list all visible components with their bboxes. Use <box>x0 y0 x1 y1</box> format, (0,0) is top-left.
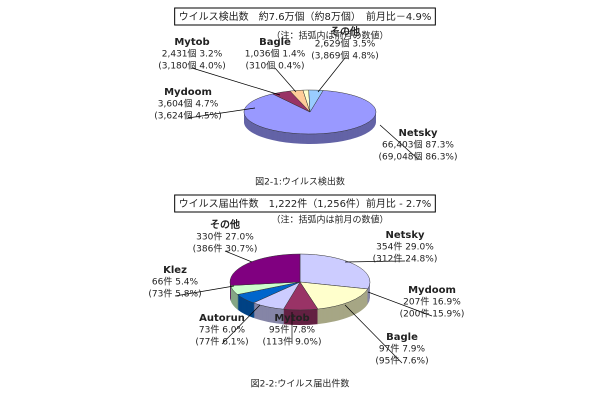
leader-line <box>187 107 256 119</box>
leader-line <box>174 285 235 297</box>
slice-previous: (3,624個 4.5%) <box>154 110 222 122</box>
slice-name: Bagle <box>259 37 291 48</box>
slice-previous: (73件 5.8%) <box>148 288 201 300</box>
leader-line <box>224 250 253 263</box>
slice-previous: (310個 0.4%) <box>246 60 305 72</box>
pie-slice <box>299 281 369 310</box>
slice-name: Mydoom <box>408 285 456 296</box>
pie-slice <box>229 253 301 286</box>
slice-value: 66件 5.4% <box>152 276 199 288</box>
slice-previous: (3,869個 4.8%) <box>311 50 379 62</box>
slice-value: 73件 6.0% <box>199 324 246 336</box>
slice-value: 2,431個 3.2% <box>162 48 223 60</box>
slice-value: 2,629個 3.5% <box>315 38 376 50</box>
slice-previous: (77件 6.1%) <box>195 336 248 348</box>
leader-line <box>191 67 281 96</box>
slice-previous: (386件 30.7%) <box>193 243 258 255</box>
slice-name: Klez <box>163 265 187 276</box>
pie-slice <box>299 253 371 290</box>
slice-name: Mytob <box>274 313 309 324</box>
slice-value: 66,403個 87.3% <box>382 139 454 151</box>
title-box <box>174 194 436 213</box>
slice-name: Netsky <box>398 128 438 139</box>
slice-previous: (95件 7.6%) <box>375 355 428 367</box>
note: （注：括弧内は前月の数値） <box>271 214 388 226</box>
leader-line <box>367 291 433 317</box>
leader-line <box>221 304 261 345</box>
slice-previous: (69,048個 86.3%) <box>379 151 458 163</box>
leader-line <box>274 67 297 93</box>
slice-previous: (3,180個 4.0%) <box>158 60 226 72</box>
slice-name: Autorun <box>199 313 245 324</box>
slice-value: 207件 16.9% <box>403 296 461 308</box>
leader-line <box>379 124 419 160</box>
title-box <box>174 7 436 26</box>
caption: 図2-2:ウイルス届出件数 <box>251 378 350 390</box>
slice-name: Bagle <box>386 332 418 343</box>
caption: 図2-1:ウイルス検出数 <box>255 176 345 188</box>
slice-name: Mydoom <box>164 87 212 98</box>
leader-line <box>344 260 406 263</box>
pie-slice <box>308 89 324 113</box>
slice-name: その他 <box>210 218 240 231</box>
slice-value: 330件 27.0% <box>196 231 254 243</box>
slice-name: その他 <box>330 25 360 38</box>
slice-name: Mytob <box>174 37 209 48</box>
leader-line <box>344 304 403 364</box>
slice-previous: (200件 15.9%) <box>400 308 465 320</box>
note: （注：括弧内は前月の数値） <box>271 30 388 42</box>
slice-previous: (312件 24.8%) <box>373 253 438 265</box>
slice-previous: (113件 9.0%) <box>263 336 322 348</box>
slice-name: Netsky <box>385 230 425 241</box>
slice-value: 95件 7.8% <box>269 324 316 336</box>
slice-value: 97件 7.9% <box>379 343 426 355</box>
leader-line <box>317 57 346 93</box>
slice-value: 354件 29.0% <box>376 241 434 253</box>
slice-value: 3,604個 4.7% <box>158 98 219 110</box>
chart-title: ウイルス検出数 約7.6万個（約8万個） 前月比－4.9% <box>179 10 432 23</box>
chart-title: ウイルス届出件数 1,222件（1,256件）前月比 - 2.7% <box>179 197 432 210</box>
slice-value: 1,036個 1.4% <box>245 48 306 60</box>
